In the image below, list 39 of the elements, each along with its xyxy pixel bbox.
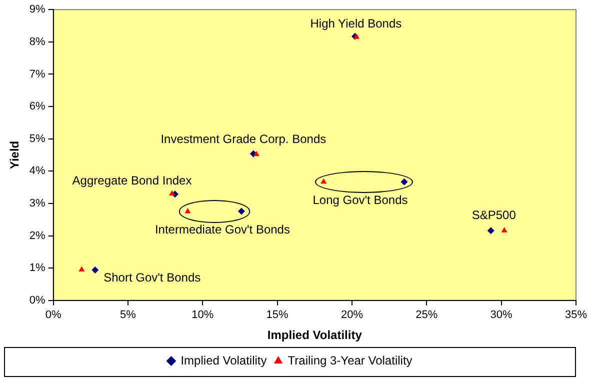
annotation: S&P500 [472,208,516,222]
x-tick-label: 15% [266,309,289,322]
annotation: Aggregate Bond Index [72,173,192,188]
x-tick-label: 35% [564,309,588,322]
y-tick-label: 7% [29,68,46,80]
point [184,208,191,214]
point [238,208,245,215]
legend-label: Trailing 3-Year Volatility [288,353,412,368]
point [168,190,176,196]
x-axis-title: Implied Volatility [267,328,362,342]
annotation: Investment Grade Corp. Bonds [160,132,326,146]
y-tick-label: 1% [29,262,46,274]
y-axis-title: Yield [8,140,22,170]
x-tick-label: 0% [45,309,62,322]
y-tick-label: 5% [29,132,46,145]
x-tick-label: 30% [490,309,513,322]
y-tick-label: 6% [29,100,46,113]
point [253,150,260,156]
point [92,266,99,274]
point [501,227,508,232]
point [400,178,408,186]
y-tick-label: 8% [29,36,46,48]
annotation: Short Gov't Bonds [104,270,201,284]
annotation: High Yield Bonds [310,16,402,31]
x-tick-label: 25% [416,309,438,322]
point [320,178,327,184]
y-tick-label: 3% [29,198,46,210]
y-tick-label: 0% [29,294,46,306]
point [487,227,494,234]
legend-label: Implied Volatility [180,353,267,368]
y-tick-label: 2% [29,230,46,242]
x-tick-label: 5% [120,309,136,322]
annotation: Long Gov't Bonds [312,193,408,208]
y-tick-label: 4% [29,165,46,178]
x-tick-label: 10% [192,309,214,322]
point [78,266,85,272]
x-tick-label: 20% [340,309,364,322]
annotation: Intermediate Gov't Bonds [154,222,290,237]
y-tick-label: 9% [29,4,46,16]
